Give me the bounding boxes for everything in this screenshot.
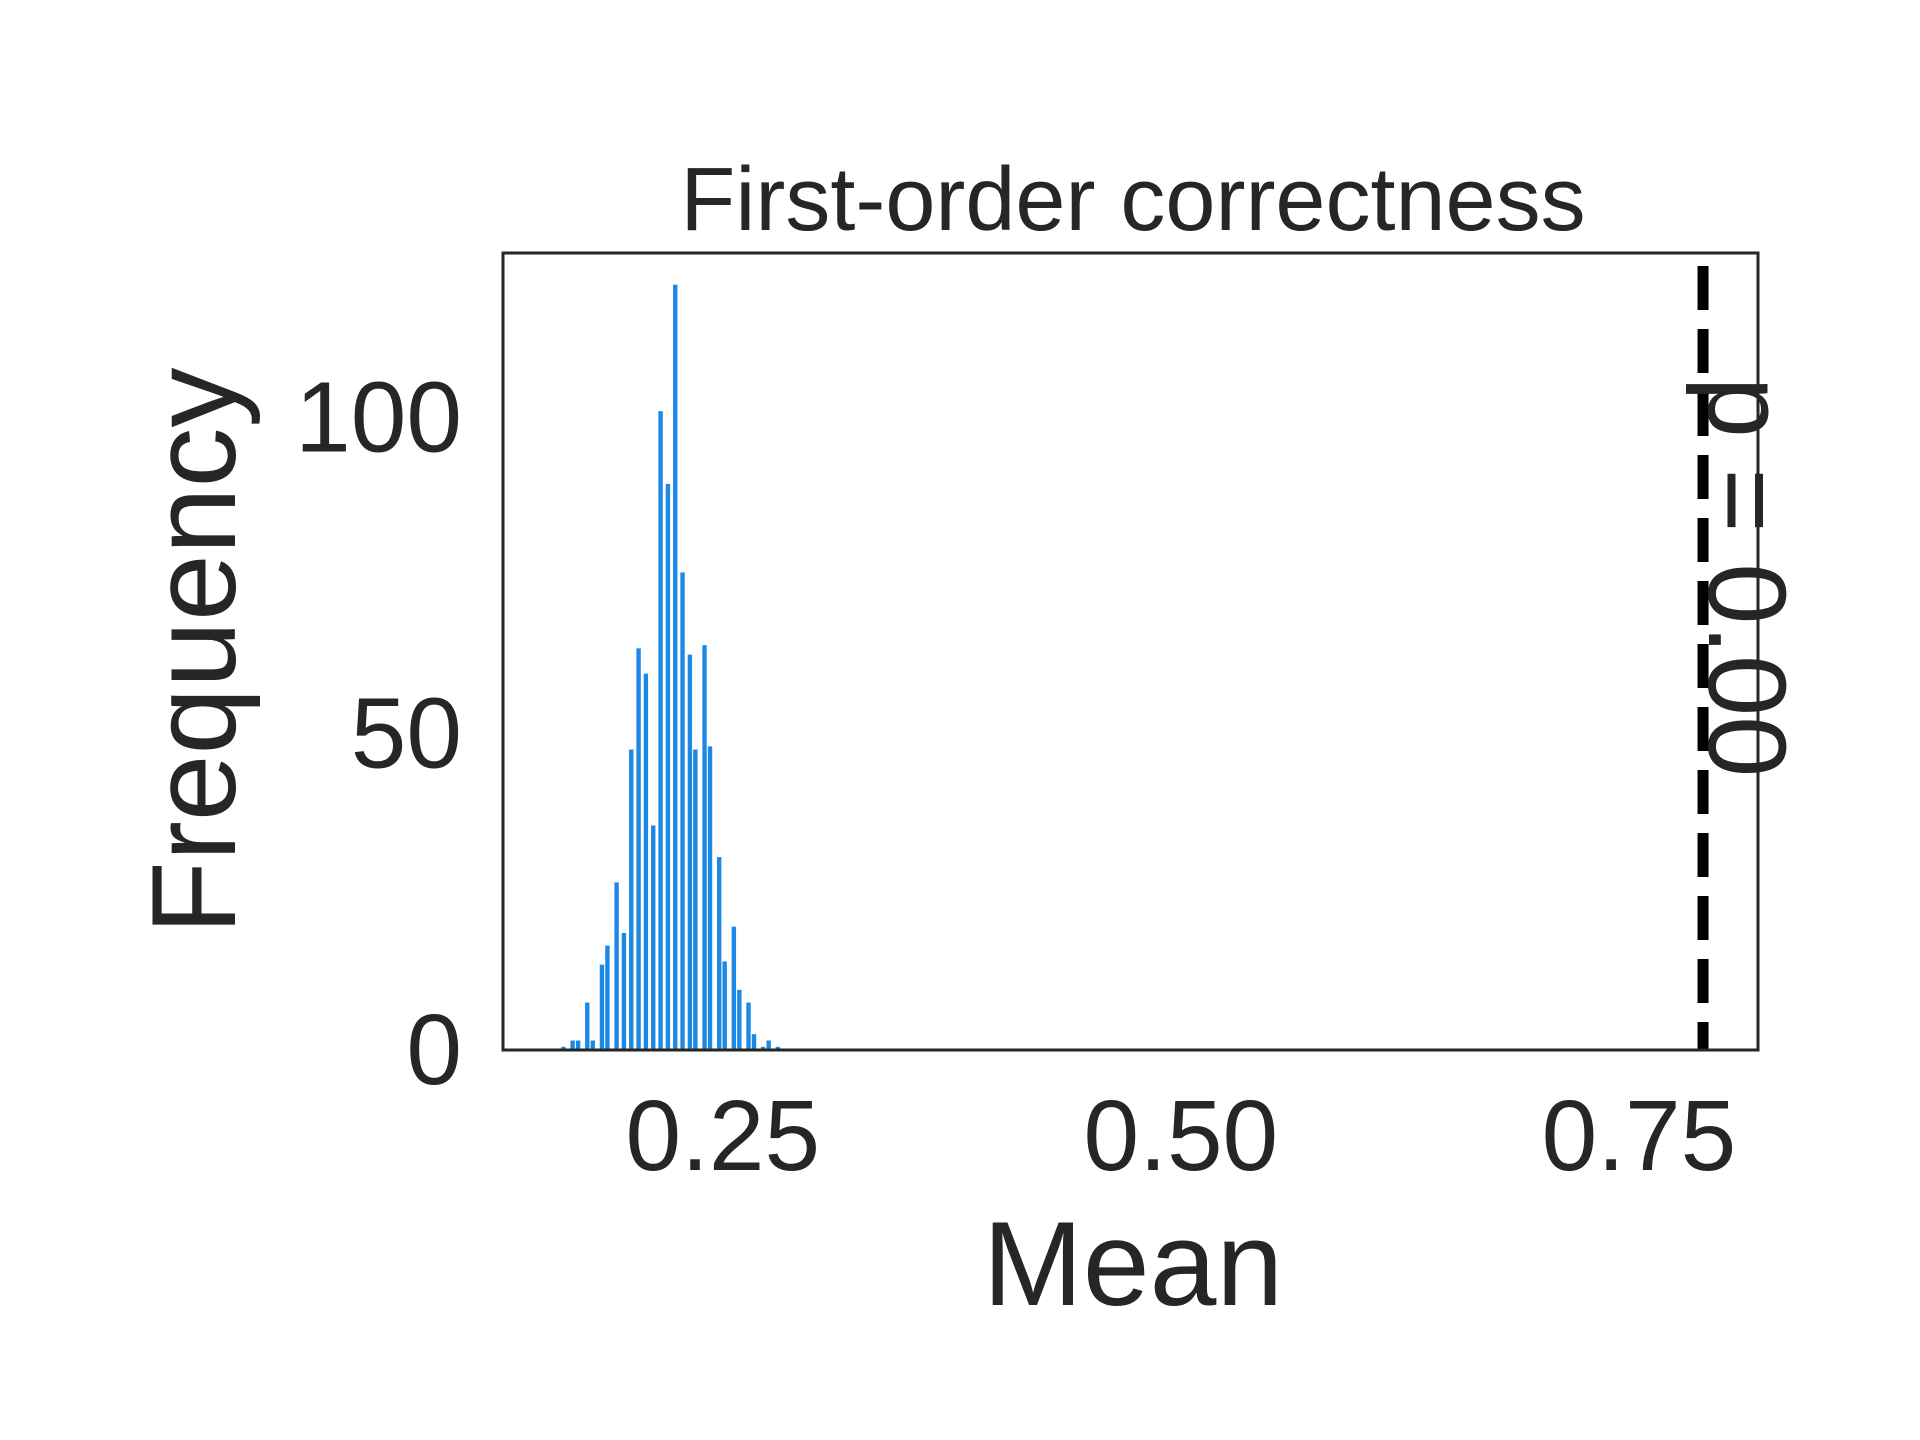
histogram-bar: [599, 964, 605, 1050]
histogram-bar: [716, 857, 722, 1050]
y-tick-label: 100: [295, 361, 462, 473]
x-tick-label: 0.25: [626, 1080, 821, 1192]
bars-group: [561, 284, 781, 1050]
histogram-bar: [651, 825, 656, 1050]
histogram-bar: [590, 1040, 595, 1050]
histogram-bar: [585, 1002, 590, 1050]
y-tick-label: 0: [406, 994, 462, 1106]
histogram-bar: [605, 945, 610, 1050]
histogram-bar: [760, 1046, 766, 1050]
x-tick-label: 0.75: [1542, 1080, 1737, 1192]
histogram-bar: [737, 989, 742, 1050]
reference-line-label: p = 0.00: [1685, 377, 1808, 778]
plot-frame: [501, 251, 1760, 1052]
histogram-bar: [687, 654, 693, 1050]
histogram-bar: [766, 1040, 771, 1050]
x-tick-label: 0.50: [1084, 1080, 1279, 1192]
histogram-bar: [643, 673, 649, 1050]
histogram-bar: [570, 1040, 575, 1050]
histogram-bar: [731, 926, 737, 1050]
y-tick-label: 50: [351, 678, 462, 790]
histogram-bar: [707, 746, 713, 1050]
histogram-bar: [629, 749, 634, 1050]
histogram-bar: [775, 1046, 781, 1050]
reference-line-group: p = 0.00: [1685, 266, 1808, 1050]
x-tick-labels: 0.25 0.50 0.75: [626, 1080, 1737, 1192]
histogram-bar: [693, 749, 698, 1050]
histogram-bar: [561, 1046, 566, 1050]
y-tick-labels: 0 50 100: [295, 361, 462, 1106]
histogram-bar: [636, 648, 641, 1050]
y-axis-label: Frequency: [127, 368, 261, 935]
x-axis-label: Mean: [983, 1197, 1283, 1331]
histogram-bar: [614, 882, 619, 1050]
histogram-bar: [751, 1034, 757, 1050]
histogram-bar: [680, 572, 685, 1050]
histogram-bar: [702, 645, 707, 1050]
histogram-bar: [621, 932, 627, 1050]
histogram-bar: [658, 411, 663, 1050]
histogram-bar: [746, 1002, 751, 1050]
histogram-bar: [575, 1040, 581, 1050]
histogram-bar: [722, 961, 727, 1050]
histogram-bar: [673, 284, 678, 1050]
chart-title: First-order correctness: [680, 150, 1585, 250]
histogram-bar: [665, 483, 671, 1050]
